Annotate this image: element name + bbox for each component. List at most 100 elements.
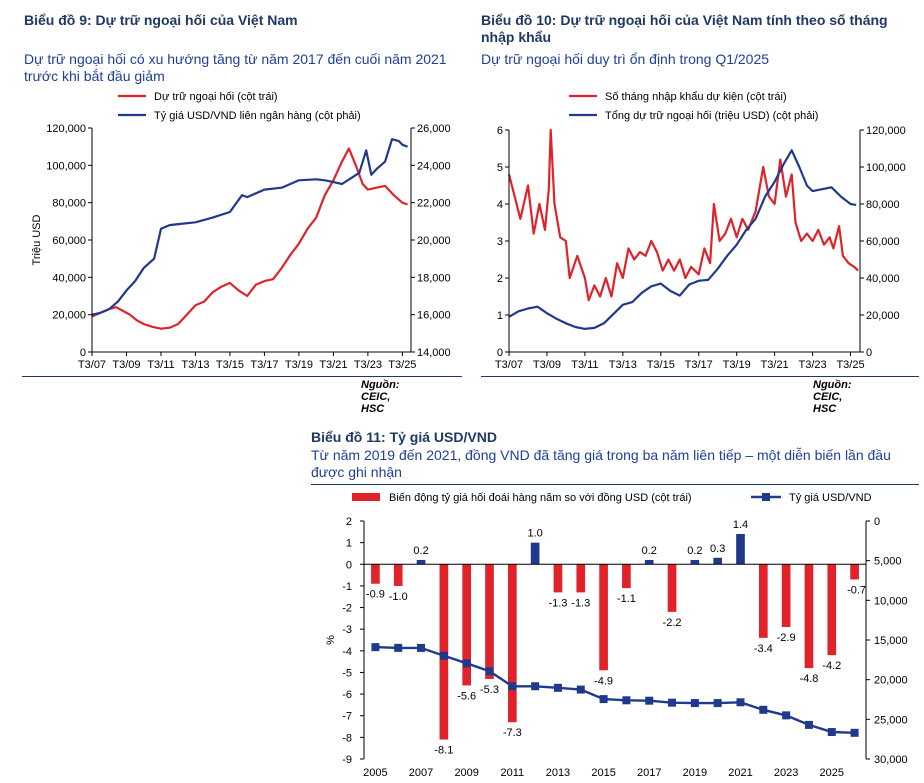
chart-9-rule <box>22 376 462 377</box>
c11-bar <box>713 557 723 565</box>
chart-9-source: Nguồn: CEIC, HSC <box>361 379 400 415</box>
c11-bar <box>804 564 814 669</box>
chart-10-source: Nguồn: CEIC, HSC <box>813 379 852 415</box>
c10-x-tick-label: T3/07 <box>495 359 523 371</box>
c11-left-tick-label: 0 <box>346 559 352 571</box>
chart-9-svg: 0 20,000 40,000 60,000 80,000 100,000 120,000 1… <box>31 91 451 371</box>
c10-left-tick-label: 6 <box>497 125 503 137</box>
c10-left-tick-label: 0 <box>497 347 503 359</box>
c11-rate-marker <box>850 728 859 737</box>
c9-legend-label: Tỷ giá USD/VND liên ngân hàng (cột phải) <box>154 110 361 122</box>
c10-left-tick-label: 4 <box>497 199 503 211</box>
c11-x-tick-label: 2017 <box>637 767 661 779</box>
c11-bar <box>599 564 608 671</box>
c11-bar <box>644 559 654 565</box>
c11-bar <box>462 564 472 686</box>
c11-bar-label: -4.2 <box>822 660 841 672</box>
c10-x-tick-label: T3/17 <box>685 359 713 371</box>
c9-x-tick-label: T3/23 <box>354 359 382 371</box>
c11-right-tick-label: 30,000 <box>874 754 908 766</box>
c11-legend-bar-label: Biến động tỷ giá hối đoái hàng năm so vớ… <box>389 492 692 504</box>
c10-left-tick-label: 5 <box>497 162 503 174</box>
c11-bar-label: -2.9 <box>777 632 796 644</box>
c11-rate-marker <box>371 643 380 652</box>
c11-bar <box>553 564 563 593</box>
c11-x-tick-label: 2007 <box>409 767 433 779</box>
c11-rate-marker <box>394 643 403 652</box>
c11-x-tick-label: 2009 <box>454 767 478 779</box>
c11-rate-marker <box>736 698 745 707</box>
c11-rate-marker <box>804 720 813 729</box>
c10-x-tick-label: T3/15 <box>647 359 675 371</box>
c11-bar-label: 1.0 <box>527 528 542 540</box>
c11-bar-label: 0.2 <box>413 545 428 557</box>
c9-x-tick-label: T3/17 <box>250 359 278 371</box>
c9-legend-label: Dự trữ ngoại hối (cột trái) <box>154 91 278 103</box>
c10-right-tick-label: 20,000 <box>866 310 900 322</box>
c11-rate-marker <box>508 682 517 691</box>
chart-10-title: Biểu đồ 10: Dự trữ ngoại hối của Việt Na… <box>481 12 888 45</box>
c11-bar-label: -5.3 <box>480 684 499 696</box>
c11-x-tick-label: 2015 <box>591 767 615 779</box>
c11-rate-marker <box>622 696 631 705</box>
c11-rate-marker <box>759 705 768 714</box>
c11-x-tick-label: 2011 <box>500 767 524 779</box>
chart-10-subtitle: Dự trữ ngoại hối duy trì ổn định trong Q… <box>481 51 770 67</box>
c9-x-tick-label: T3/09 <box>112 359 140 371</box>
c11-rate-marker <box>439 651 448 660</box>
c9-right-tick-label: 16,000 <box>417 310 451 322</box>
chart-9-title: Biểu đồ 9: Dự trữ ngoại hối của Việt Nam <box>24 12 298 28</box>
c9-series-right-line <box>91 138 408 316</box>
c11-left-tick-label: 1 <box>346 538 352 550</box>
c10-right-tick-label: 60,000 <box>866 236 900 248</box>
c11-y-axis-label: % <box>325 635 337 645</box>
c11-left-tick-label: -3 <box>342 624 352 636</box>
c11-right-tick-label: 25,000 <box>874 714 908 726</box>
c9-left-tick-label: 60,000 <box>52 235 86 247</box>
c9-x-tick-label: T3/21 <box>319 359 347 371</box>
c9-x-tick-label: T3/07 <box>78 359 106 371</box>
c10-right-tick-label: 120,000 <box>866 125 906 137</box>
c9-right-tick-label: 22,000 <box>417 198 451 210</box>
c10-x-tick-label: T3/21 <box>761 359 789 371</box>
c10-x-tick-label: T3/11 <box>571 359 598 371</box>
c11-x-tick-label: 2013 <box>546 767 570 779</box>
c11-bar <box>371 564 380 584</box>
c9-right-tick-label: 24,000 <box>417 160 451 172</box>
c11-left-tick-label: -2 <box>342 603 352 615</box>
c11-rate-marker <box>713 699 722 708</box>
c11-left-tick-label: -4 <box>342 646 352 658</box>
c9-x-tick-label: T3/11 <box>147 359 174 371</box>
c11-rate-marker <box>782 711 791 720</box>
c11-left-tick-label: -5 <box>342 667 352 679</box>
c10-x-tick-label: T3/09 <box>533 359 561 371</box>
c11-bar-label: -1.3 <box>571 597 590 609</box>
c10-right-tick-label: 100,000 <box>866 162 906 174</box>
c11-bar <box>507 564 517 723</box>
c11-bar <box>393 564 403 586</box>
c11-bar-label: -2.2 <box>663 617 682 629</box>
c11-legend-line-label: Tỷ giá USD/VND <box>789 492 872 504</box>
c11-bar-label: -1.3 <box>548 597 567 609</box>
c10-series-right-line <box>508 149 857 330</box>
c11-bar <box>485 564 494 679</box>
c11-legend-bar-swatch <box>352 493 380 501</box>
c11-bar-label: 0.2 <box>687 545 702 557</box>
chart-9-subtitle: Dự trữ ngoại hối có xu hướng tăng từ năm… <box>24 51 447 84</box>
c10-x-tick-label: T3/19 <box>723 359 751 371</box>
c9-left-tick-label: 40,000 <box>52 272 86 284</box>
c11-bar-label: -5.6 <box>457 690 476 702</box>
c10-x-tick-label: T3/13 <box>609 359 637 371</box>
c11-rate-marker <box>553 683 562 692</box>
c11-bar <box>576 564 586 593</box>
c11-bar-label: -1.0 <box>389 591 408 603</box>
c10-right-tick-label: 80,000 <box>866 199 900 211</box>
c11-bar <box>758 564 768 638</box>
c10-series-left-line <box>507 128 859 302</box>
c11-rate-line <box>375 645 855 734</box>
chart-11-rule <box>311 484 919 485</box>
c11-left-tick-label: -9 <box>342 754 352 766</box>
c11-bar-label: -1.1 <box>617 593 636 605</box>
c11-left-tick-label: -8 <box>342 732 352 744</box>
c10-legend-label: Số tháng nhập khẩu dự kiện (cột trái) <box>605 91 787 103</box>
